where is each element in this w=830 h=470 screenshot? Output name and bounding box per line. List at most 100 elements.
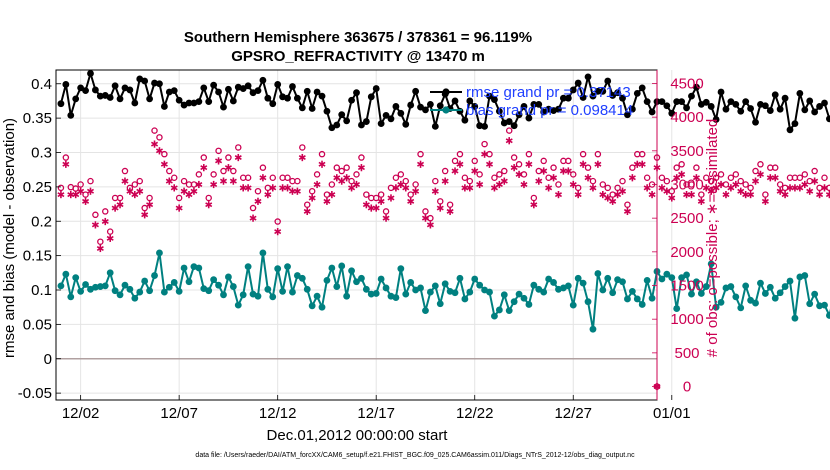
possible-marker	[427, 214, 434, 222]
bias-point	[205, 287, 213, 295]
assimilated-marker	[481, 150, 489, 158]
bias-point	[72, 274, 80, 282]
assimilated-star-stroke	[722, 192, 730, 198]
assimilated-star-stroke	[584, 175, 592, 181]
assimilated-marker	[200, 164, 208, 172]
rmse-point	[525, 114, 533, 122]
assimilated-star-stroke	[510, 165, 518, 171]
assimilated-marker	[476, 180, 484, 189]
bias-point	[308, 302, 316, 310]
assimilated-marker	[623, 207, 631, 216]
bias-point	[431, 282, 439, 290]
assimilated-marker	[357, 164, 365, 172]
rmse-point	[387, 115, 395, 123]
assimilated-marker	[456, 160, 464, 168]
possible-marker	[387, 184, 395, 192]
rmse-point	[510, 122, 518, 130]
bias-point	[589, 325, 597, 333]
assimilated-star-stroke	[638, 161, 646, 167]
assimilated-star-stroke	[515, 171, 523, 177]
bias-point	[377, 275, 385, 283]
possible-marker	[471, 157, 478, 165]
bias-point	[821, 301, 828, 309]
assimilated-star-stroke	[101, 219, 109, 225]
assimilated-marker	[86, 187, 95, 195]
bias-point	[244, 263, 252, 271]
bias-point	[564, 282, 572, 290]
rmse-point	[225, 85, 232, 93]
rmse-point	[619, 94, 626, 102]
possible-marker	[826, 184, 830, 192]
rmse-point	[358, 121, 365, 129]
rmse-point	[633, 89, 641, 97]
assimilated-star-stroke	[62, 161, 70, 167]
assimilated-star-stroke	[589, 185, 597, 191]
bias-point	[67, 293, 75, 301]
assimilated-star-stroke	[648, 192, 656, 198]
rmse-point	[535, 100, 543, 108]
assimilated-star-stroke	[756, 171, 764, 177]
rmse-point	[456, 107, 464, 115]
bias-point	[156, 249, 163, 257]
rmse-point	[495, 107, 503, 115]
bias-point	[82, 281, 89, 288]
assimilated-star-stroke	[678, 171, 686, 177]
bias-point	[279, 287, 287, 295]
assimilated-star-stroke	[205, 202, 213, 208]
bias-point	[520, 294, 528, 302]
bias-point	[826, 312, 830, 319]
possible-marker	[318, 150, 326, 158]
rmse-point	[737, 107, 745, 115]
assimilated-star-stroke	[348, 185, 356, 191]
rmse-point	[284, 94, 291, 102]
assimilated-star-stroke	[421, 215, 429, 221]
bias-point	[160, 288, 168, 296]
bias-point	[313, 292, 321, 300]
axes: 12/02 12/07 12/12 12/17 12/22 12/27 01/01 -0.05…	[18, 69, 704, 422]
rmse-point	[555, 105, 562, 113]
assimilated-star-stroke	[663, 188, 671, 194]
bias-point	[466, 288, 474, 296]
rmse-point	[742, 98, 750, 106]
bias-point	[229, 283, 237, 290]
assimilated-marker	[57, 190, 65, 199]
bias-point	[165, 283, 173, 291]
assimilated-marker	[535, 177, 543, 185]
assimilated-star-stroke	[274, 229, 282, 235]
rmse-point	[318, 92, 326, 100]
rmse-point	[663, 102, 671, 110]
assimilated-marker	[407, 197, 415, 205]
possible-marker	[200, 154, 208, 161]
assimilated-star-stroke	[111, 205, 119, 211]
assimilated-star-stroke	[328, 192, 336, 198]
assimilated-marker	[692, 174, 700, 182]
x-tick-label: 12/22	[456, 405, 494, 422]
possible-marker	[732, 171, 740, 178]
x-tick-label: 01/01	[653, 405, 691, 422]
assimilated-marker	[249, 214, 257, 222]
assimilated-marker	[387, 194, 395, 202]
bias-point	[362, 285, 370, 293]
possible-marker	[274, 218, 281, 225]
bias-point	[648, 294, 656, 302]
possible-marker	[545, 174, 552, 182]
bias-point	[486, 288, 493, 296]
assimilated-star-stroke	[387, 195, 395, 201]
rmse-point	[658, 98, 666, 106]
assimilated-star-stroke	[170, 185, 178, 191]
chart-title: Southern Hemisphere 363675 / 378361 = 96…	[184, 29, 532, 46]
y-right-tick-label: 3500	[670, 143, 703, 160]
rmse-point	[422, 106, 429, 114]
rmse-point	[412, 87, 420, 95]
assimilated-marker	[579, 160, 587, 168]
bias-point	[658, 275, 666, 283]
rmse-point	[220, 103, 227, 111]
possible-marker	[717, 171, 725, 178]
possible-marker	[555, 181, 562, 188]
plot-frame	[55, 69, 658, 401]
assimilated-star-stroke	[96, 245, 104, 251]
bias-point	[269, 293, 277, 301]
rmse-point	[87, 70, 94, 77]
assimilated-star-stroke	[343, 175, 351, 181]
